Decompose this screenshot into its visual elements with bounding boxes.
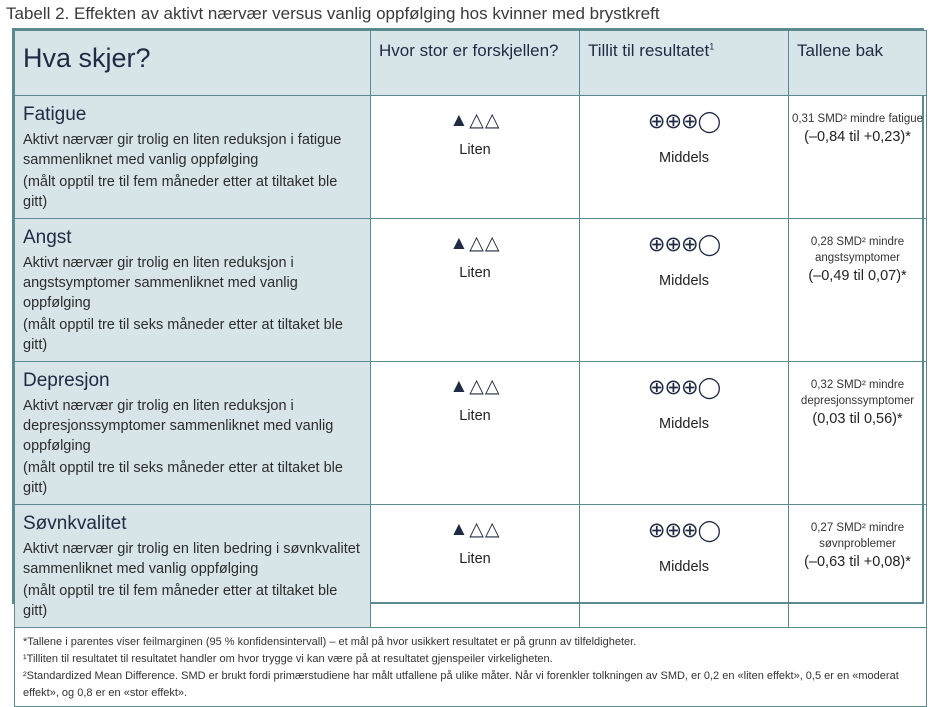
certainty-label: Middels — [659, 559, 709, 575]
certainty-label: Middels — [659, 273, 709, 289]
evidence-table: Hva skjer? Hvor stor er forskjellen? Til… — [12, 28, 927, 707]
confidence-interval: (0,03 til 0,56)* — [812, 411, 903, 427]
outcome-title: Depresjon — [23, 370, 110, 391]
outcome-title: Søvnkvalitet — [23, 513, 127, 534]
outcome-description: Aktivt nærvær gir trolig en liten reduks… — [23, 132, 342, 168]
size-cell: ▲△△ Liten — [370, 218, 580, 362]
header-row: Hva skjer? Hvor stor er forskjellen? Til… — [14, 30, 927, 96]
header-numbers: Tallene bak — [788, 30, 927, 96]
outcome-note: (målt opptil tre til fem måneder etter a… — [23, 583, 338, 619]
effect-size-triangles-icon: ▲△△ — [449, 110, 501, 131]
numbers-cell: 0,31 SMD² mindre fatigue (–0,84 til +0,2… — [788, 95, 927, 219]
header-certainty: Tillit til resultatet1 — [579, 30, 789, 96]
confidence-interval: (–0,84 til +0,23)* — [804, 129, 911, 145]
header-size: Hvor stor er forskjellen? — [370, 30, 580, 96]
outcome-cell: Fatigue Aktivt nærvær gir trolig en lite… — [14, 95, 371, 219]
outcome-cell: Søvnkvalitet Aktivt nærvær gir trolig en… — [14, 504, 371, 628]
effect-size-label: Liten — [459, 551, 491, 567]
table-row: Fatigue Aktivt nærvær gir trolig en lite… — [14, 95, 927, 219]
certainty-cell: ⊕⊕⊕◯ Middels — [579, 361, 789, 505]
effect-estimate: 0,31 SMD² mindre fatigue — [791, 113, 924, 125]
effect-size-label: Liten — [459, 408, 491, 424]
footnote: ¹Tilliten til resultatet til resultatet … — [23, 653, 553, 665]
certainty-circles-icon: ⊕⊕⊕◯ — [647, 519, 721, 542]
outcome-description: Aktivt nærvær gir trolig en liten bedrin… — [23, 541, 360, 577]
effect-size-label: Liten — [459, 265, 491, 281]
certainty-label: Middels — [659, 150, 709, 166]
outcome-title: Fatigue — [23, 104, 87, 125]
table-row: Angst Aktivt nærvær gir trolig en liten … — [14, 218, 927, 362]
confidence-interval: (–0,49 til 0,07)* — [808, 268, 907, 284]
table-caption: Tabell 2. Effekten av aktivt nærvær vers… — [6, 4, 660, 23]
outcome-note: (målt opptil tre til seks måneder etter … — [23, 460, 343, 496]
outcome-cell: Depresjon Aktivt nærvær gir trolig en li… — [14, 361, 371, 505]
effect-size-triangles-icon: ▲△△ — [449, 376, 501, 397]
certainty-cell: ⊕⊕⊕◯ Middels — [579, 95, 789, 219]
outcome-cell: Angst Aktivt nærvær gir trolig en liten … — [14, 218, 371, 362]
effect-size-triangles-icon: ▲△△ — [449, 233, 501, 254]
certainty-circles-icon: ⊕⊕⊕◯ — [647, 376, 721, 399]
numbers-cell: 0,27 SMD² mindre søvnproblemer (–0,63 ti… — [788, 504, 927, 628]
outcome-description: Aktivt nærvær gir trolig en liten reduks… — [23, 255, 298, 311]
header-what: Hva skjer? — [14, 30, 371, 96]
effect-estimate: 0,28 SMD² mindre angstsymptomer — [810, 236, 905, 264]
outcome-note: (målt opptil tre til seks måneder etter … — [23, 317, 343, 353]
certainty-cell: ⊕⊕⊕◯ Middels — [579, 504, 789, 628]
size-cell: ▲△△ Liten — [370, 504, 580, 628]
outcome-title: Angst — [23, 227, 72, 248]
size-cell: ▲△△ Liten — [370, 95, 580, 219]
certainty-cell: ⊕⊕⊕◯ Middels — [579, 218, 789, 362]
certainty-circles-icon: ⊕⊕⊕◯ — [647, 233, 721, 256]
effect-size-label: Liten — [459, 142, 491, 158]
summary-table: Hva skjer? Hvor stor er forskjellen? Til… — [14, 30, 927, 707]
footnote: ²Standardized Mean Difference. SMD er br… — [23, 670, 899, 699]
table-row: Søvnkvalitet Aktivt nærvær gir trolig en… — [14, 504, 927, 628]
effect-size-triangles-icon: ▲△△ — [449, 519, 501, 540]
size-cell: ▲△△ Liten — [370, 361, 580, 505]
confidence-interval: (–0,63 til +0,08)* — [804, 554, 911, 570]
table-row: Depresjon Aktivt nærvær gir trolig en li… — [14, 361, 927, 505]
effect-estimate: 0,27 SMD² mindre søvnproblemer — [810, 522, 905, 550]
effect-estimate: 0,32 SMD² mindre depresjonssymptomer — [800, 379, 915, 407]
footnote-row: *Tallene i parentes viser feilmarginen (… — [14, 627, 927, 707]
footnote: *Tallene i parentes viser feilmarginen (… — [23, 636, 637, 648]
footnotes: *Tallene i parentes viser feilmarginen (… — [14, 627, 927, 707]
numbers-cell: 0,28 SMD² mindre angstsymptomer (–0,49 t… — [788, 218, 927, 362]
outcome-description: Aktivt nærvær gir trolig en liten reduks… — [23, 398, 334, 454]
certainty-circles-icon: ⊕⊕⊕◯ — [647, 110, 721, 133]
certainty-label: Middels — [659, 416, 709, 432]
outcome-note: (målt opptil tre til fem måneder etter a… — [23, 174, 338, 210]
numbers-cell: 0,32 SMD² mindre depresjonssymptomer (0,… — [788, 361, 927, 505]
